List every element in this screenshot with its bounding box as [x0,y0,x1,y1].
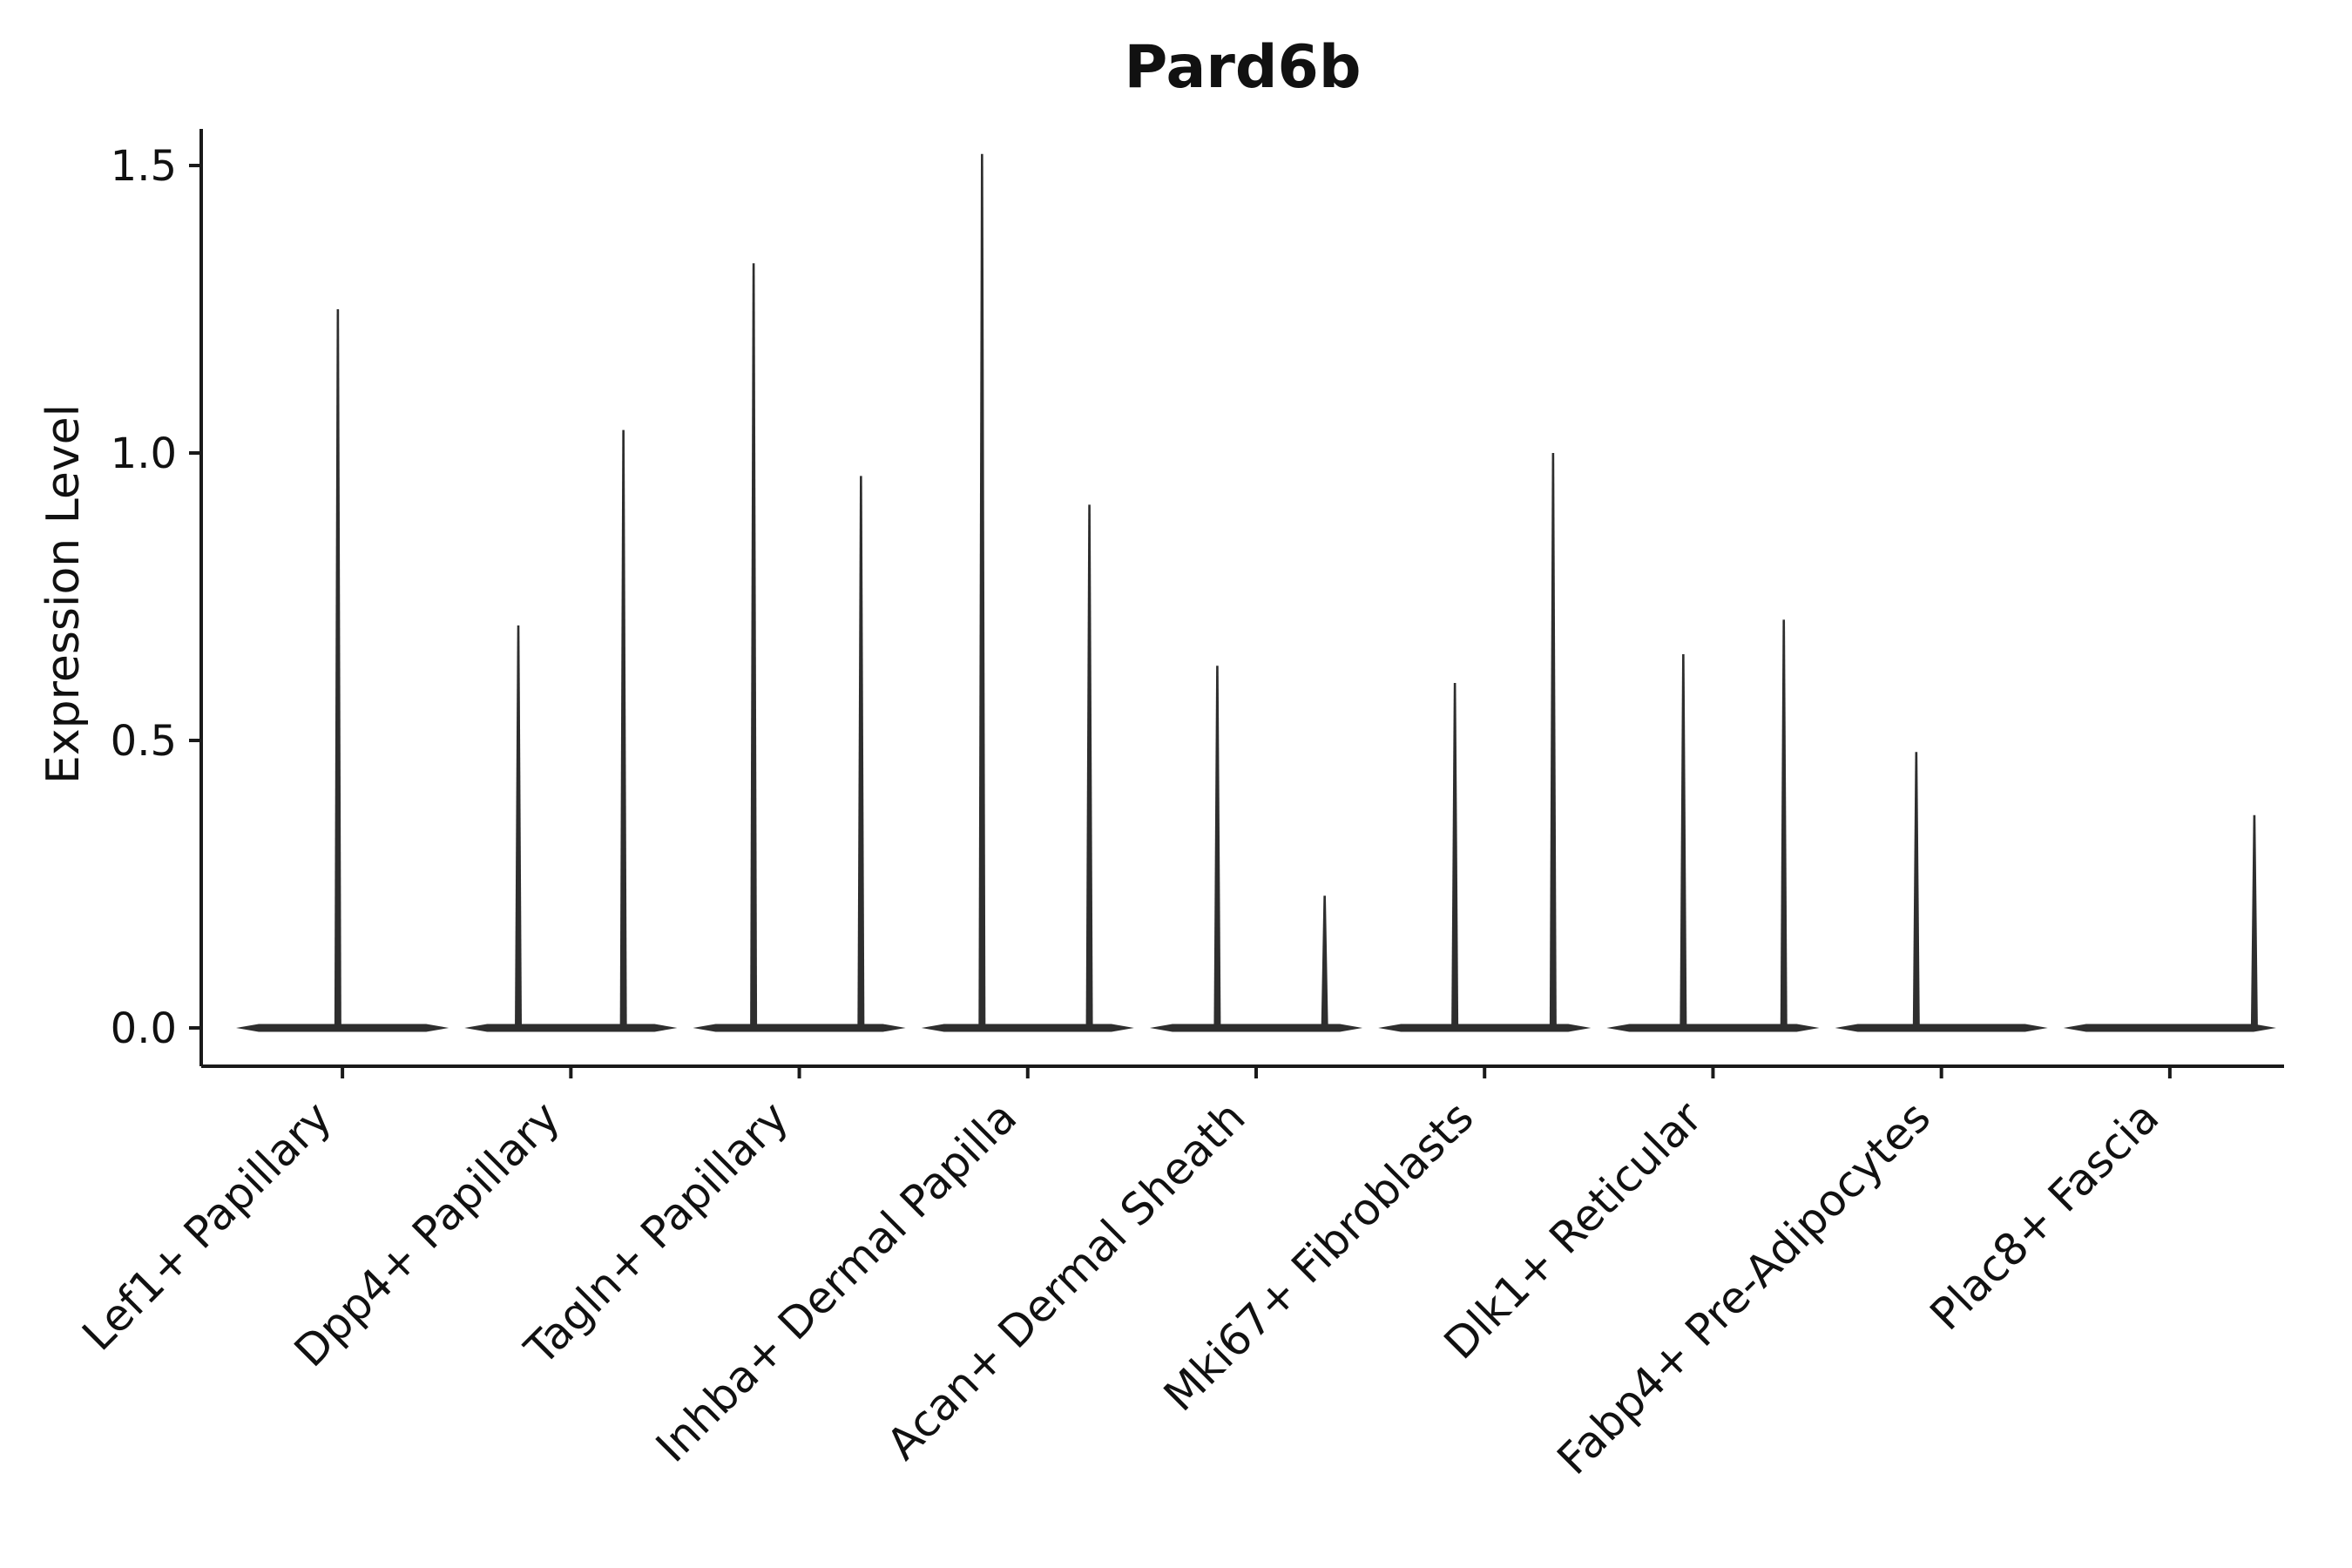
violin-base [921,1024,1134,1032]
violin-base [2063,1024,2276,1032]
violin-base [1378,1024,1592,1032]
x-axis-category-label: Plac8+ Fascia [1921,1092,2169,1340]
violin-spike [334,309,341,1028]
x-axis-category-label: Inhba+ Dermal Papilla [646,1092,1026,1471]
violin-base [464,1024,678,1032]
violin-spike [750,263,758,1028]
violin-spike [1780,619,1788,1028]
violin-spike [1213,666,1221,1028]
x-axis-category-label: Fabp4+ Pre-Adipocytes [1548,1092,1941,1484]
y-axis-tick-label: 0.0 [111,1004,177,1053]
violin-base [1835,1024,2048,1032]
violin-base [693,1024,906,1032]
violin-base [1606,1024,1820,1032]
violin-spike [1321,896,1328,1028]
violin-spike [1912,752,1920,1028]
violin-base [1149,1024,1363,1032]
violin-spike [1549,453,1557,1028]
violin-spike [1085,504,1093,1028]
y-axis-tick-label: 0.5 [111,717,177,766]
violin-spike [1451,683,1459,1028]
violin-base [236,1024,449,1032]
chart-title: Pard6b [1124,33,1362,102]
y-axis-tick-label: 1.0 [111,429,177,478]
violin-spike [515,625,523,1028]
violin-spike [1680,654,1687,1028]
x-axis-category-label: Lef1+ Papillary [73,1092,341,1360]
y-axis-tick-label: 1.5 [111,142,177,191]
violin-spike [857,476,865,1028]
violin-spike [2250,814,2258,1028]
violin-spike [978,153,986,1029]
violin-spike [619,429,627,1029]
